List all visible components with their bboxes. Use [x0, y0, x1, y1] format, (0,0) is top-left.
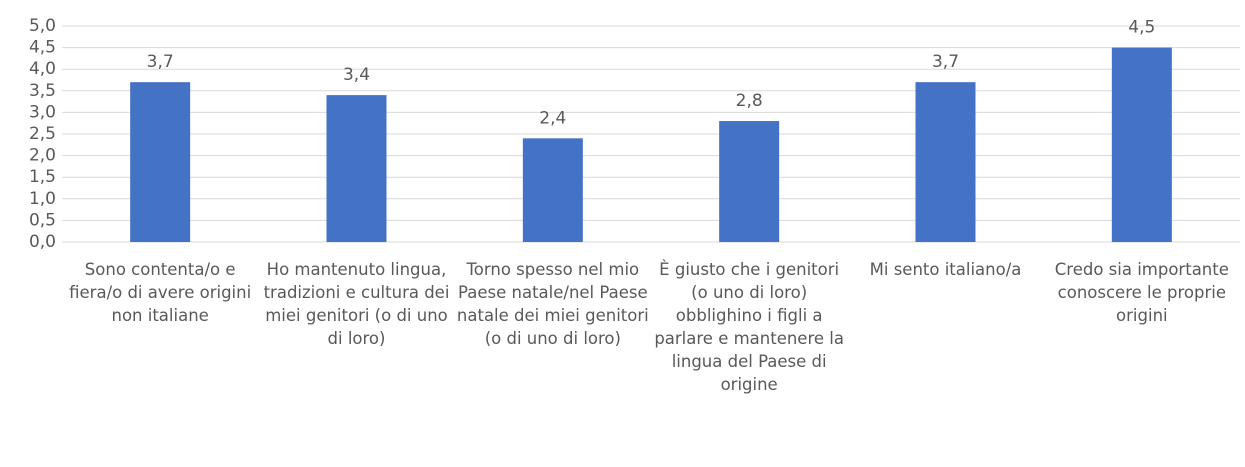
y-tick-label: 5,0 [29, 16, 56, 36]
x-tick-label: È giusto che i genitori (o uno di loro) … [654, 260, 844, 394]
y-tick-label: 0,5 [29, 210, 56, 230]
y-tick-label: 2,5 [29, 124, 56, 144]
value-label: 2,8 [736, 91, 763, 111]
bar [326, 95, 387, 243]
x-tick-label: Credo sia importante conoscere le propri… [1054, 260, 1229, 325]
y-tick-label: 0,0 [29, 232, 56, 252]
bar [915, 82, 976, 242]
y-tick-label: 4,5 [29, 38, 56, 58]
y-tick-label: 1,5 [29, 167, 56, 187]
y-tick-label: 4,0 [29, 59, 56, 79]
value-label: 3,4 [343, 65, 370, 85]
bar [130, 82, 191, 242]
y-tick-label: 1,0 [29, 189, 56, 209]
y-tick-label: 2,0 [29, 146, 56, 166]
x-tick-label: Ho mantenuto lingua, tradizioni e cultur… [263, 260, 450, 348]
x-tick-label: Torno spesso nel mio Paese natale/nel Pa… [456, 260, 649, 348]
x-tick-label: Mi sento italiano/a [869, 260, 1022, 279]
x-tick-label: Sono contenta/o e fiera/o di avere origi… [69, 260, 252, 325]
bar [522, 138, 583, 242]
y-tick-label: 3,0 [29, 102, 56, 122]
bar [719, 121, 780, 242]
value-label: 3,7 [147, 52, 174, 72]
value-label: 2,4 [539, 108, 566, 128]
bar [1111, 47, 1172, 242]
value-label: 4,5 [1128, 18, 1155, 38]
value-label: 3,7 [932, 52, 959, 72]
y-tick-label: 3,5 [29, 81, 56, 101]
